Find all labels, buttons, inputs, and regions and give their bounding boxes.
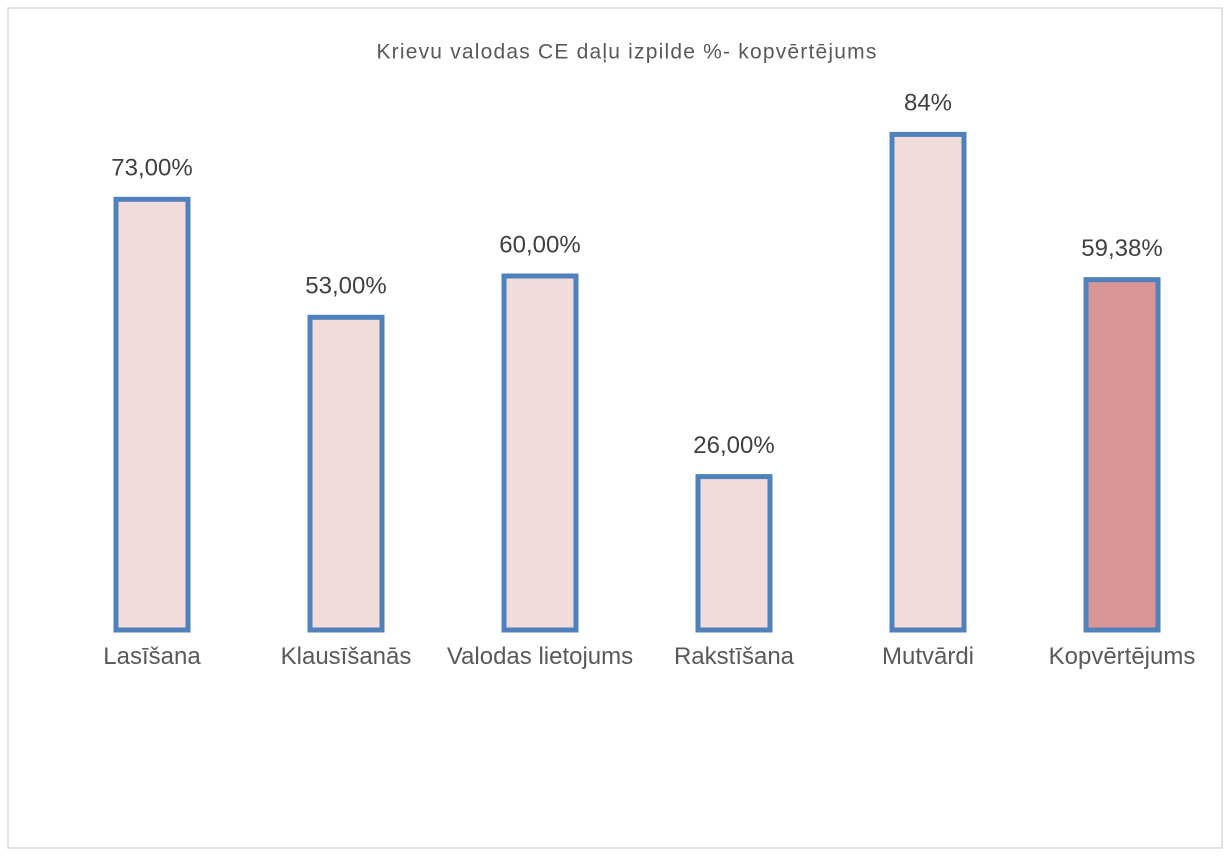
bar [889,131,967,633]
value-label: 60,00% [499,231,580,258]
chart-title: Krievu valodas CE daļu izpilde %- kopvēr… [376,41,877,64]
bar [1083,277,1161,633]
x-tick-label: Mutvārdi [881,643,975,670]
value-label: 59,38% [1081,235,1162,262]
value-label: 73,00% [111,155,192,182]
x-tick-label: Kopvērtējums [1048,643,1196,670]
x-tick-label: Rakstīšana [673,643,795,670]
chart-border [7,7,1223,849]
bar [307,314,385,633]
value-label: 84% [904,90,952,117]
value-label: 53,00% [305,273,386,300]
bar [501,273,579,633]
x-tick-label: Klausīšanās [280,643,412,670]
x-tick-label: Valodas lietojums [446,643,634,670]
x-tick-label: Lasīšana [103,643,201,670]
value-label: 26,00% [693,432,774,459]
bar [695,474,773,633]
bar [113,196,191,633]
